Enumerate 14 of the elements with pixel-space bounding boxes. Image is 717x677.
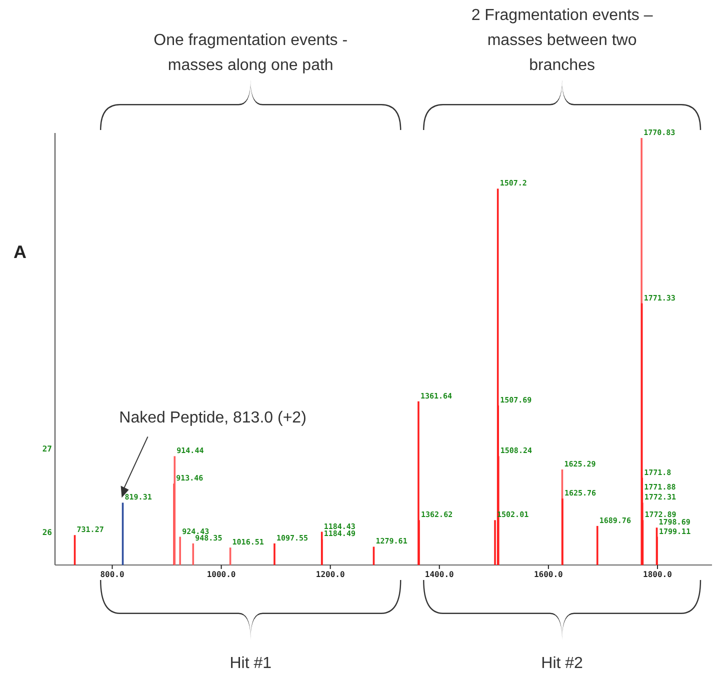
x-tick-label: 800.0 <box>100 570 124 579</box>
y-tick-label: 26 <box>42 528 52 537</box>
x-tick-label: 1800.0 <box>643 570 672 579</box>
text: One fragmentation events - masses along one path <box>154 32 348 74</box>
annotation: Naked Peptide, 813.0 (+2) <box>119 410 306 427</box>
x-tick-label: 1200.0 <box>316 570 345 579</box>
text: Hit #2 <box>541 655 584 672</box>
text: 2 Fragmentation events – masses between two branches <box>471 7 653 74</box>
text: A <box>14 242 26 262</box>
x-tick-label: 1400.0 <box>424 570 454 579</box>
text: Hit #1 <box>230 655 272 672</box>
x-tick-label: 1600.0 <box>534 570 564 579</box>
y-tick-label: 27 <box>42 444 52 454</box>
x-tick-label: 1000.0 <box>206 570 236 579</box>
